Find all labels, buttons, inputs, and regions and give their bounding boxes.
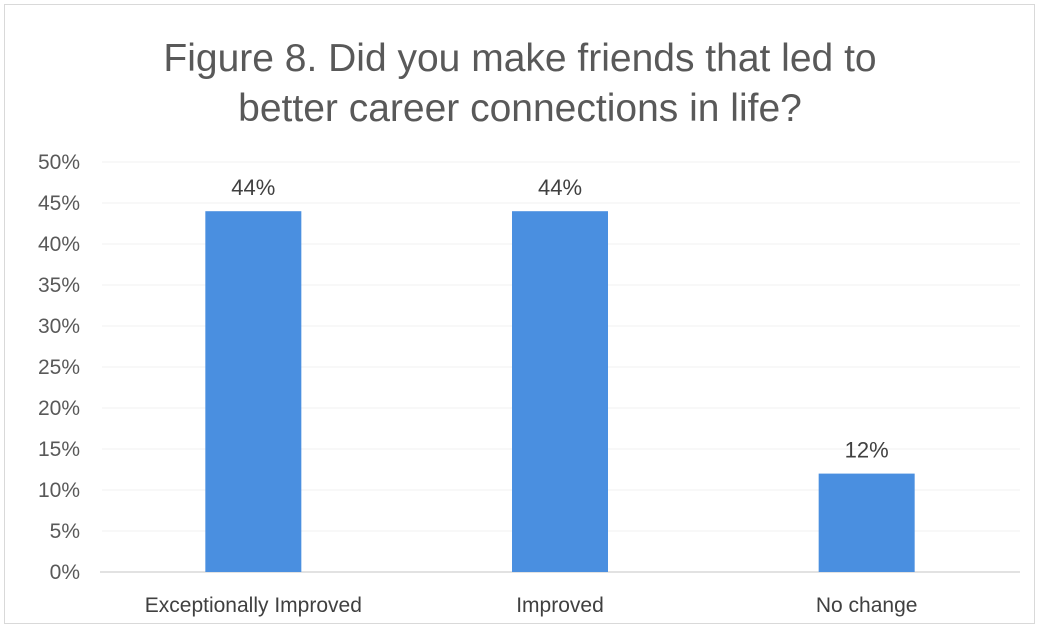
y-tick-label: 10%	[38, 479, 80, 502]
bar-data-label: 12%	[845, 438, 889, 463]
y-tick-label: 35%	[38, 274, 80, 297]
y-tick-label: 20%	[38, 397, 80, 420]
bar	[512, 211, 608, 572]
y-tick-label: 50%	[38, 151, 80, 174]
bar-data-label: 44%	[538, 175, 582, 200]
y-tick-label: 30%	[38, 315, 80, 338]
bar-data-label: 44%	[231, 175, 275, 200]
x-category-label: Improved	[516, 594, 604, 617]
y-tick-label: 45%	[38, 192, 80, 215]
y-tick-label: 5%	[50, 520, 80, 543]
y-tick-label: 25%	[38, 356, 80, 379]
y-tick-label: 0%	[50, 561, 80, 584]
bar	[818, 473, 915, 572]
bar	[205, 211, 302, 572]
chart-title-line-1: Figure 8. Did you make friends that led …	[163, 37, 877, 80]
y-tick-label: 40%	[38, 233, 80, 256]
y-tick-label: 15%	[38, 438, 80, 461]
chart-title: Figure 8. Did you make friends that led …	[60, 34, 980, 134]
x-category-label: No change	[816, 594, 918, 617]
x-category-label: Exceptionally Improved	[145, 594, 362, 617]
chart-title-line-2: better career connections in life?	[238, 87, 802, 130]
